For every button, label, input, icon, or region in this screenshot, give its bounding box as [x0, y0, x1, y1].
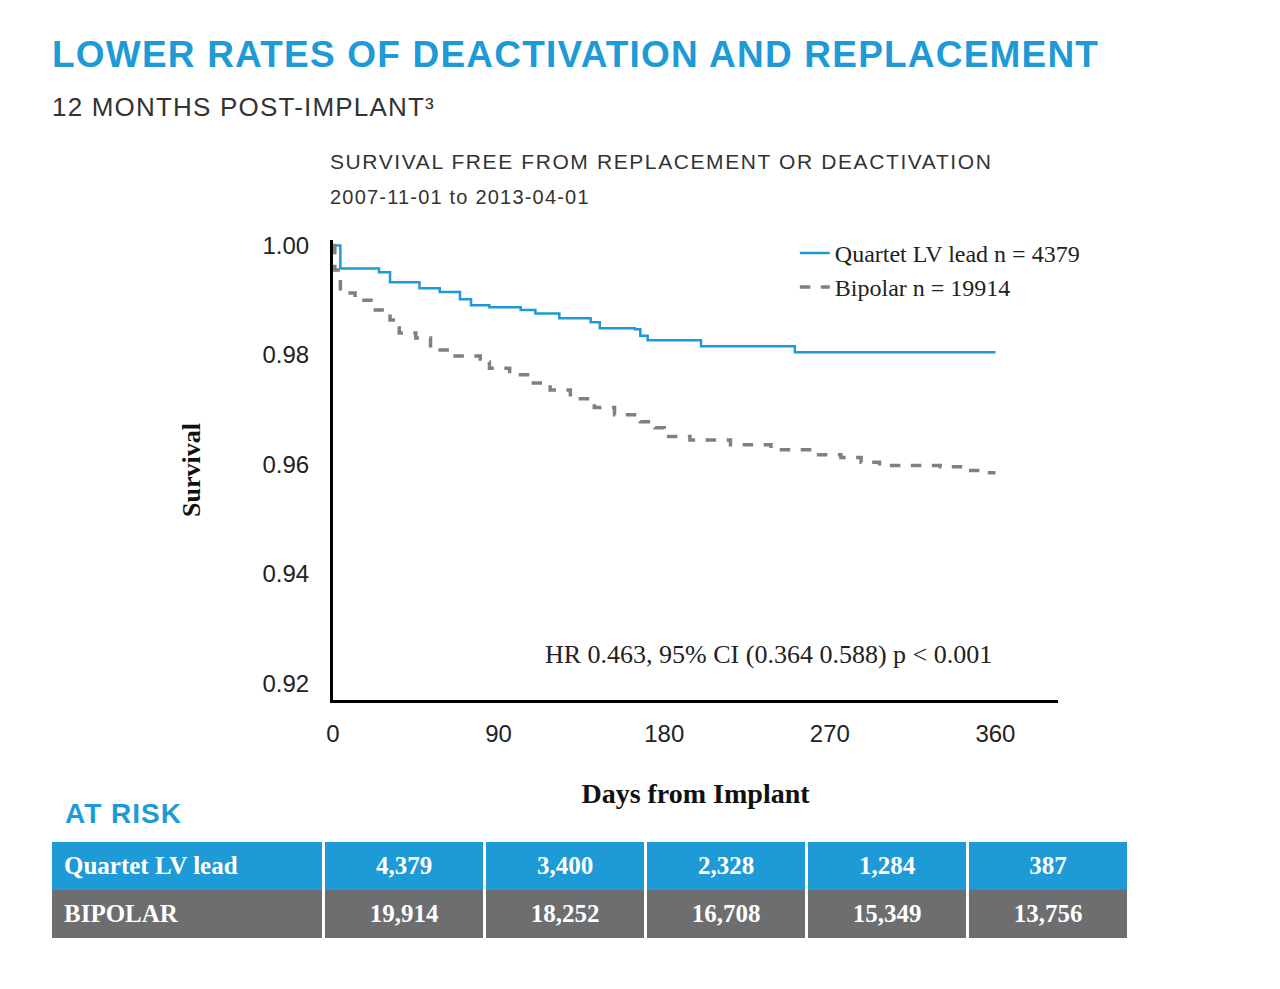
- svg-text:1.00: 1.00: [262, 232, 309, 259]
- svg-text:Days from Implant: Days from Implant: [581, 778, 810, 809]
- svg-text:Bipolar n = 19914: Bipolar n = 19914: [835, 275, 1011, 301]
- html-text:15,349: 15,349: [852, 900, 922, 927]
- html-text:4,379: 4,379: [375, 852, 433, 879]
- svg-text:360: 360: [975, 720, 1015, 747]
- svg-text:180: 180: [644, 720, 684, 747]
- html-text:2007-11-01 to 2013-04-01: 2007-11-01 to 2013-04-01: [330, 186, 590, 208]
- html-text:12 MONTHS POST-IMPLANT³: 12 MONTHS POST-IMPLANT³: [52, 92, 435, 122]
- html-text:387: 387: [1029, 852, 1067, 879]
- html-text:1,284: 1,284: [858, 852, 916, 879]
- svg-text:0.94: 0.94: [262, 560, 309, 587]
- svg-text:90: 90: [485, 720, 512, 747]
- html-text:SURVIVAL FREE FROM REPLACEMENT: SURVIVAL FREE FROM REPLACEMENT OR DEACTI…: [330, 150, 993, 173]
- html-text:AT RISK: AT RISK: [65, 798, 182, 829]
- svg-text:Survival: Survival: [177, 423, 206, 517]
- html-text:3,400: 3,400: [536, 852, 594, 879]
- svg-text:HR 0.463, 95% CI (0.364 0.588): HR 0.463, 95% CI (0.364 0.588) p < 0.001: [545, 640, 992, 669]
- html-text:Quartet LV lead: Quartet LV lead: [64, 852, 238, 879]
- html-text:18,252: 18,252: [530, 900, 600, 927]
- svg-text:270: 270: [810, 720, 850, 747]
- html-text:2,328: 2,328: [697, 852, 755, 879]
- html-text:13,756: 13,756: [1013, 900, 1083, 927]
- html-text:LOWER RATES OF DEACTIVATION AN: LOWER RATES OF DEACTIVATION AND REPLACEM…: [52, 34, 1100, 75]
- svg-text:0.98: 0.98: [262, 341, 309, 368]
- svg-text:Quartet LV lead n = 4379: Quartet LV lead n = 4379: [835, 241, 1080, 267]
- html-text:BIPOLAR: BIPOLAR: [64, 900, 178, 927]
- svg-text:0.92: 0.92: [262, 670, 309, 697]
- html-text:16,708: 16,708: [691, 900, 761, 927]
- svg-text:0.96: 0.96: [262, 451, 309, 478]
- html-text:19,914: 19,914: [369, 900, 439, 927]
- svg-text:0: 0: [326, 720, 339, 747]
